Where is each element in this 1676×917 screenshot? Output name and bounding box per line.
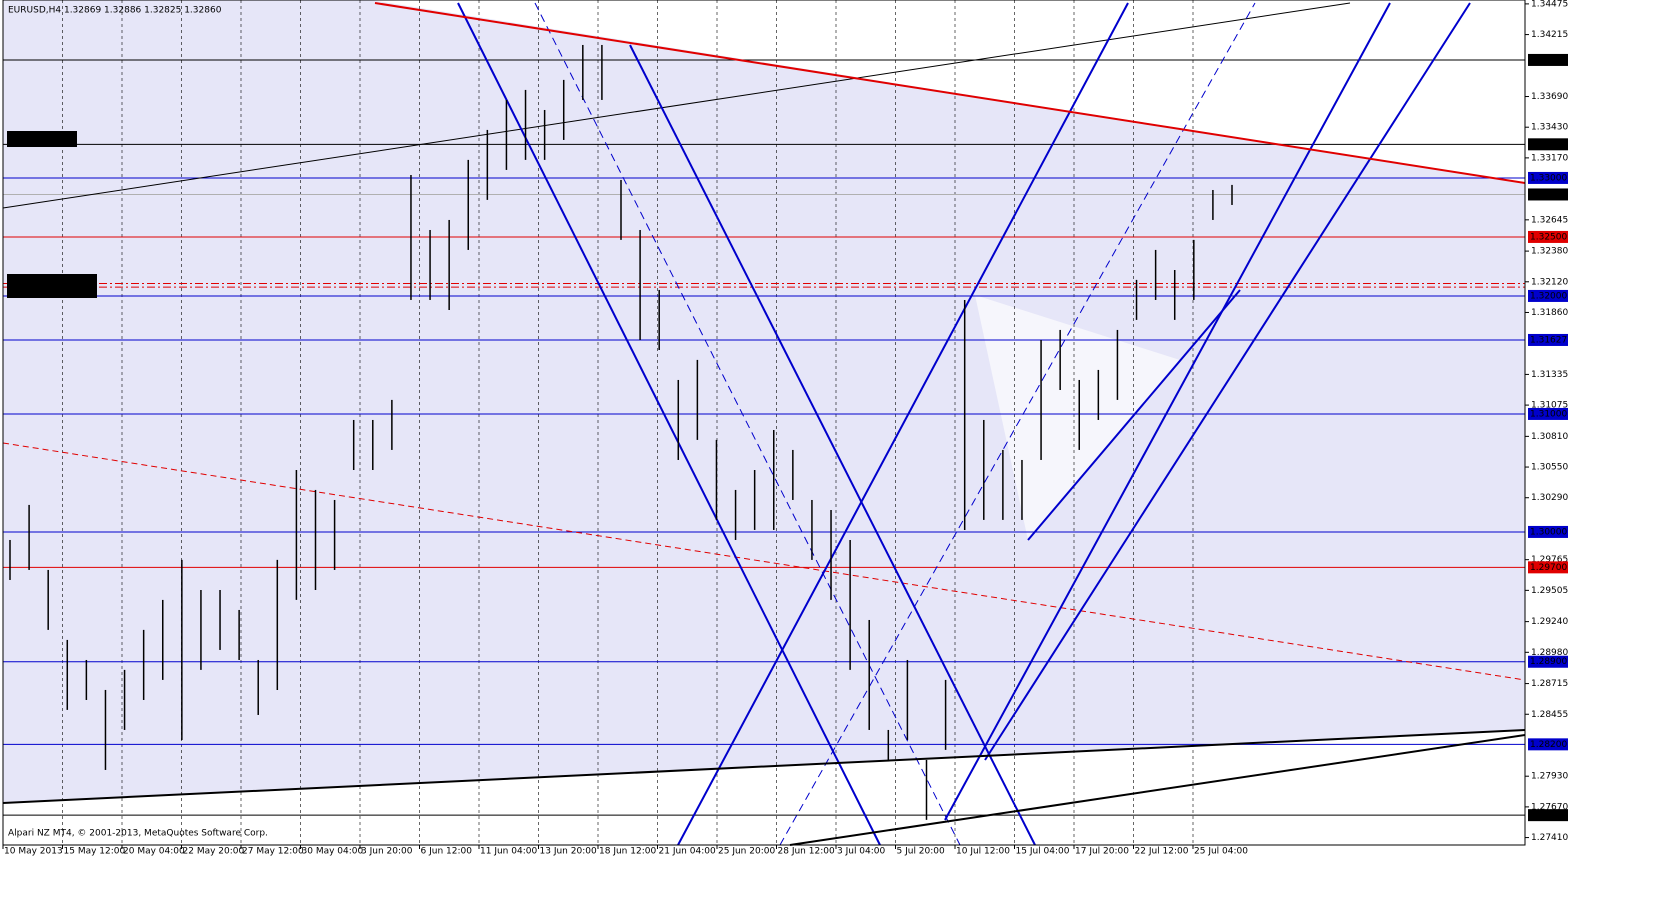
x-tick-label: 30 May 04:00 bbox=[302, 847, 364, 857]
x-tick-label: 3 Jul 04:00 bbox=[837, 847, 886, 857]
shaded-region bbox=[3, 0, 1525, 803]
level-label: 1.32000 bbox=[1530, 291, 1567, 301]
level-label-bg bbox=[1528, 809, 1568, 822]
x-tick-label: 22 Jul 12:00 bbox=[1135, 847, 1189, 857]
level-label: 1.33000 bbox=[1530, 173, 1567, 183]
level-label: 1.29700 bbox=[1530, 563, 1567, 573]
y-tick-label: 1.31335 bbox=[1531, 370, 1568, 380]
trend-line bbox=[2, 442, 1526, 681]
y-tick-label: 1.27670 bbox=[1531, 802, 1568, 812]
footer: Alpari NZ MT4, © 2001-2013, MetaQuotes S… bbox=[8, 829, 268, 839]
y-tick-label: 1.28980 bbox=[1531, 648, 1568, 658]
trend-line bbox=[677, 2, 1129, 846]
grid bbox=[62, 0, 1194, 845]
x-tick-label: 13 Jun 20:00 bbox=[540, 847, 597, 857]
x-tick-label: 15 May 12:00 bbox=[64, 847, 126, 857]
x-tick-label: 27 May 12:00 bbox=[242, 847, 304, 857]
y-tick-label: 1.32120 bbox=[1531, 277, 1568, 287]
y-tick-label: 1.34475 bbox=[1531, 0, 1568, 9]
level-label: 1.31000 bbox=[1530, 409, 1567, 419]
trend-line bbox=[457, 2, 881, 846]
level-label-bg bbox=[1528, 655, 1568, 668]
x-tick-label: 28 Jun 12:00 bbox=[778, 847, 835, 857]
x-tick-label: 25 Jul 04:00 bbox=[1194, 847, 1248, 857]
level-label: 1.34000 bbox=[1530, 55, 1567, 65]
trend-line bbox=[374, 2, 1526, 184]
y-tick-label: 1.28455 bbox=[1531, 710, 1568, 720]
label-box bbox=[7, 131, 77, 147]
y-tick-label: 1.33690 bbox=[1531, 92, 1568, 102]
level-label: 1.31627 bbox=[1530, 335, 1567, 345]
level-label: 1.32500 bbox=[1530, 232, 1567, 242]
levels bbox=[3, 59, 1525, 816]
x-tick-label: 10 May 2013 bbox=[4, 847, 63, 857]
level-label-bg bbox=[1528, 138, 1568, 151]
label-box bbox=[7, 274, 97, 298]
y-tick-label: 1.30550 bbox=[1531, 463, 1568, 473]
x-tick-label: 5 Jul 20:00 bbox=[897, 847, 946, 857]
level-label-bg bbox=[1528, 561, 1568, 574]
chart-title: EURUSD,H4 1.32869 1.32886 1.32825 1.3286… bbox=[8, 6, 222, 16]
y-tick-label: 1.31075 bbox=[1531, 401, 1568, 411]
y-tick-label: 1.30810 bbox=[1531, 432, 1568, 442]
shaded-triangle bbox=[975, 295, 1180, 540]
y-tick-label: 1.29505 bbox=[1531, 586, 1568, 596]
level-label-bg bbox=[1528, 289, 1568, 302]
y-tick-label: 1.29240 bbox=[1531, 617, 1568, 627]
x-tick-label: 25 Jun 20:00 bbox=[718, 847, 775, 857]
y-tick-label: 1.33170 bbox=[1531, 153, 1568, 163]
level-label: 1.28200 bbox=[1530, 740, 1567, 750]
price-bars bbox=[9, 44, 1233, 820]
level-label: 1.33285 bbox=[1530, 140, 1567, 150]
y-tick-label: 1.32645 bbox=[1531, 215, 1568, 225]
x-tick-label: 6 Jun 12:00 bbox=[421, 847, 473, 857]
trend-line bbox=[779, 2, 1256, 846]
y-tick-label: 1.28715 bbox=[1531, 679, 1568, 689]
trend-line bbox=[534, 2, 961, 846]
trend-line bbox=[1027, 289, 1241, 541]
x-tick-label: 3 Jun 20:00 bbox=[361, 847, 413, 857]
trend-line bbox=[984, 2, 1471, 761]
y-tick-label: 1.30290 bbox=[1531, 493, 1568, 503]
trend-line bbox=[944, 2, 1391, 821]
x-tick-label: 11 Jun 04:00 bbox=[480, 847, 537, 857]
y-tick-label: 1.32380 bbox=[1531, 247, 1568, 257]
x-tick-label: 21 Jun 04:00 bbox=[659, 847, 716, 857]
y-tick-label: 1.27410 bbox=[1531, 833, 1568, 843]
trend-line bbox=[2, 2, 1351, 209]
level-label-bg bbox=[1528, 188, 1568, 201]
level-label-bg bbox=[1528, 333, 1568, 346]
trend-line bbox=[629, 44, 1036, 846]
y-tick-label: 1.33430 bbox=[1531, 123, 1568, 133]
trend-line bbox=[2, 729, 1526, 804]
level-label: 1.27600 bbox=[1530, 811, 1567, 821]
level-label-bg bbox=[1528, 738, 1568, 751]
x-tick-label: 15 Jul 04:00 bbox=[1016, 847, 1070, 857]
level-label: 1.28900 bbox=[1530, 657, 1567, 667]
trend-lines bbox=[2, 2, 1526, 846]
plot-frame bbox=[2, 0, 1526, 846]
x-tick-label: 17 Jul 20:00 bbox=[1075, 847, 1129, 857]
y-tick-label: 1.27930 bbox=[1531, 772, 1568, 782]
x-tick-label: 22 May 20:00 bbox=[183, 847, 245, 857]
y-tick-label: 1.29765 bbox=[1531, 555, 1568, 565]
level-label-bg bbox=[1528, 407, 1568, 420]
level-label-bg bbox=[1528, 525, 1568, 538]
level-label-bg bbox=[1528, 230, 1568, 243]
y-tick-label: 1.34215 bbox=[1531, 30, 1568, 40]
level-label: 1.32860 bbox=[1530, 190, 1567, 200]
x-tick-label: 18 Jun 12:00 bbox=[599, 847, 656, 857]
trend-line bbox=[789, 734, 1526, 846]
level-label-bg bbox=[1528, 171, 1568, 184]
y-tick-label: 1.31860 bbox=[1531, 308, 1568, 318]
level-label-bg bbox=[1528, 53, 1568, 66]
x-tick-label: 10 Jul 12:00 bbox=[956, 847, 1010, 857]
level-label: 1.30000 bbox=[1530, 527, 1567, 537]
x-tick-label: 20 May 04:00 bbox=[123, 847, 185, 857]
